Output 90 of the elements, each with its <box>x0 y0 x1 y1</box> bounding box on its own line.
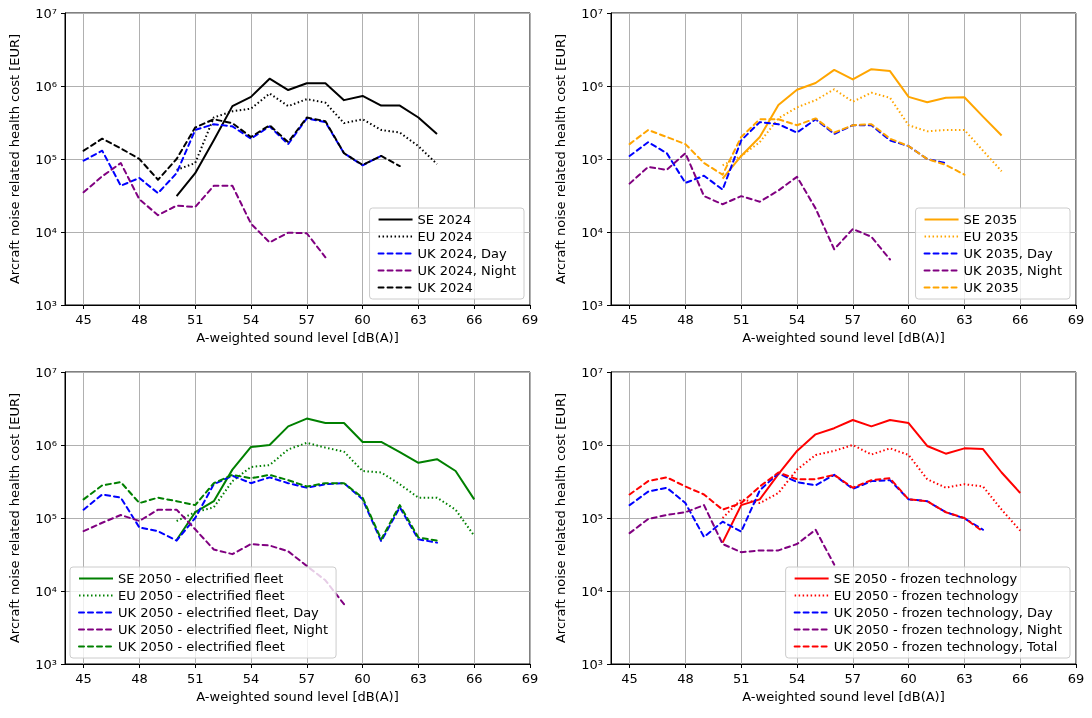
legend-label: SE 2035 <box>963 212 1018 227</box>
x-tick-label: 54 <box>242 671 260 686</box>
x-tick-label: 48 <box>677 671 694 686</box>
x-tick-label: 69 <box>1067 312 1085 327</box>
y-tick-label: 10⁶ <box>35 78 57 94</box>
y-tick-label: 10³ <box>581 656 603 672</box>
x-tick-label: 63 <box>410 312 427 327</box>
x-tick-label: 69 <box>521 312 539 327</box>
x-tick-label: 69 <box>521 671 539 686</box>
line-series <box>628 152 891 261</box>
y-tick-label: 10⁶ <box>35 437 57 453</box>
x-tick-label: 48 <box>677 312 694 327</box>
y-tick-label: 10⁷ <box>35 5 57 21</box>
legend-label: EU 2050 - frozen technology <box>833 588 1019 603</box>
x-tick-label: 51 <box>186 312 204 327</box>
x-tick-label: 66 <box>1011 312 1029 327</box>
x-tick-label: 54 <box>788 671 806 686</box>
x-tick-label: 60 <box>354 671 371 686</box>
x-tick-label: 51 <box>186 671 204 686</box>
x-tick-label: 51 <box>732 671 750 686</box>
y-tick-label: 10⁷ <box>35 364 57 380</box>
y-tick-label: 10⁵ <box>35 151 57 167</box>
x-tick-label: 48 <box>131 312 148 327</box>
y-tick-label: 10⁷ <box>581 364 603 380</box>
legend-label: UK 2050 - electrified fleet <box>118 639 285 654</box>
x-axis-title: A-weighted sound level [dB(A)] <box>742 688 945 704</box>
x-tick-label: 63 <box>956 671 973 686</box>
y-tick-label: 10⁴ <box>35 583 57 599</box>
x-tick-label: 45 <box>75 312 92 327</box>
x-tick-label: 69 <box>1067 671 1085 686</box>
x-tick-label: 63 <box>956 312 973 327</box>
y-tick-label: 10⁶ <box>581 78 603 94</box>
legend-label: EU 2035 <box>963 229 1019 244</box>
x-axis-title: A-weighted sound level [dB(A)] <box>196 329 399 345</box>
legend-label: UK 2024, Night <box>417 263 517 278</box>
legend-label: UK 2050 - frozen technology, Night <box>833 622 1063 637</box>
x-axis-title: A-weighted sound level [dB(A)] <box>196 688 399 704</box>
line-series <box>82 162 327 259</box>
line-series <box>628 504 836 566</box>
legend-label: EU 2050 - electrified fleet <box>118 588 285 603</box>
x-tick-label: 57 <box>844 671 862 686</box>
y-tick-label: 10⁵ <box>581 510 603 526</box>
y-tick-label: 10³ <box>35 656 57 672</box>
y-axis-title: Arcraft noise related health cost [EUR] <box>7 33 22 285</box>
y-tick-label: 10⁵ <box>581 151 603 167</box>
y-tick-label: 10⁵ <box>35 510 57 526</box>
legend-label: SE 2050 - electrified fleet <box>118 571 284 586</box>
x-tick-label: 45 <box>621 671 638 686</box>
legend-label: UK 2050 - electrified fleet, Day <box>118 605 320 620</box>
x-tick-label: 60 <box>900 671 917 686</box>
y-axis-title: Arcraft noise related health cost [EUR] <box>553 33 568 285</box>
legend-label: UK 2035, Day <box>963 246 1054 261</box>
y-axis-title: Arcraft noise related health cost [EUR] <box>553 392 568 644</box>
x-tick-label: 54 <box>242 312 260 327</box>
legend-label: UK 2050 - frozen technology, Day <box>833 605 1054 620</box>
x-axis-title: A-weighted sound level [dB(A)] <box>742 329 945 345</box>
x-tick-label: 45 <box>621 312 638 327</box>
y-tick-label: 10⁷ <box>581 5 603 21</box>
y-axis-title: Arcraft noise related health cost [EUR] <box>7 392 22 644</box>
x-tick-label: 54 <box>788 312 806 327</box>
x-tick-label: 57 <box>298 312 316 327</box>
x-tick-label: 60 <box>900 312 917 327</box>
legend-label: UK 2024, Day <box>417 246 508 261</box>
x-tick-label: 60 <box>354 312 371 327</box>
legend-label: UK 2024 <box>417 280 473 295</box>
legend-label: SE 2024 <box>417 212 472 227</box>
x-tick-label: 66 <box>1011 671 1029 686</box>
x-tick-label: 57 <box>298 671 316 686</box>
x-tick-label: 48 <box>131 671 148 686</box>
x-tick-label: 63 <box>410 671 427 686</box>
y-tick-label: 10³ <box>581 297 603 313</box>
y-tick-label: 10⁴ <box>581 224 603 240</box>
y-tick-label: 10⁴ <box>581 583 603 599</box>
legend-label: UK 2050 - frozen technology, Total <box>833 639 1058 654</box>
legend-label: UK 2050 - electrified fleet, Night <box>118 622 329 637</box>
y-tick-label: 10⁴ <box>35 224 57 240</box>
legend-label: SE 2050 - frozen technology <box>833 571 1018 586</box>
x-tick-label: 51 <box>732 312 750 327</box>
line-series <box>82 508 345 606</box>
x-tick-label: 57 <box>844 312 862 327</box>
x-tick-label: 66 <box>465 312 483 327</box>
legend-label: UK 2035 <box>963 280 1019 295</box>
line-series <box>82 117 383 195</box>
y-tick-label: 10⁶ <box>581 437 603 453</box>
legend-label: EU 2024 <box>417 229 473 244</box>
line-series <box>628 118 947 191</box>
y-tick-label: 10³ <box>35 297 57 313</box>
x-tick-label: 45 <box>75 671 92 686</box>
legend-label: UK 2035, Night <box>963 263 1063 278</box>
x-tick-label: 66 <box>465 671 483 686</box>
